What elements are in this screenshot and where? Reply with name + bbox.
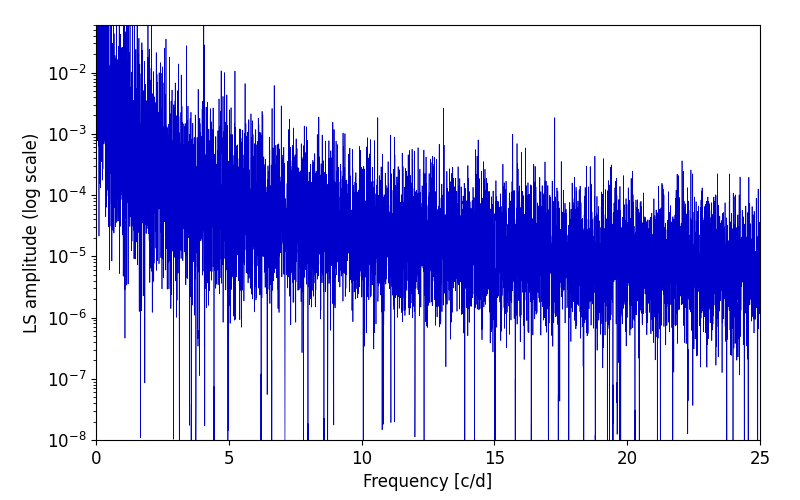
X-axis label: Frequency [c/d]: Frequency [c/d] [363,474,493,492]
Y-axis label: LS amplitude (log scale): LS amplitude (log scale) [23,132,41,332]
